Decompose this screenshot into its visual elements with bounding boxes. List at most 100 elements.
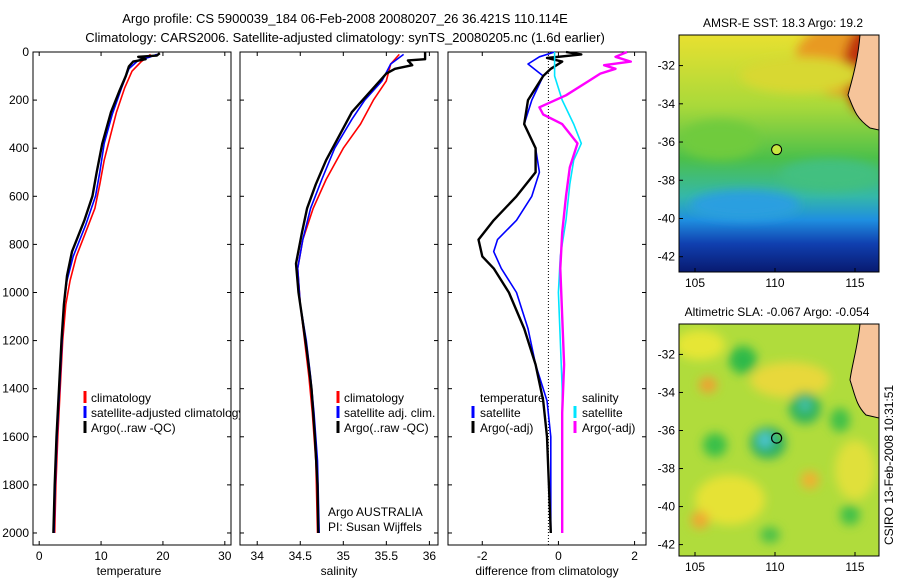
float-pi-text: PI: Susan Wijffels [328,520,422,534]
sla-field [679,324,879,556]
x-tick-label: 2 [631,549,638,563]
x-tick-label: 30 [218,549,232,563]
legend-label-sal-argo: Argo(-adj) [582,421,635,435]
map-y-tick-label: -42 [658,538,676,552]
sst-map-title: AMSR-E SST: 18.3 Argo: 19.2 [703,16,863,30]
legend-label-climatology: climatology [91,391,151,405]
sla-features [679,330,875,543]
sst-cool-patch [690,190,800,220]
depth-tick-label: 1200 [2,334,29,348]
creation-stamp: CSIRO 13-Feb-2008 10:31:51 [882,385,896,545]
depth-tick-label: 2000 [2,526,29,540]
x-tick-label: 34.5 [289,549,313,563]
map-y-tick-label: -36 [658,135,676,149]
legend-label-argo: Argo(..raw -QC) [91,421,176,435]
sla-map-x-ticks: 105 110 115 [685,552,865,574]
salinity-axes [239,51,439,546]
x-tick-label: 35 [337,549,351,563]
x-tick-label: 20 [156,549,170,563]
difference-x-ticks: -2 0 2 [477,52,638,563]
x-tick-label: 0 [555,549,562,563]
map-y-tick-label: -40 [658,211,676,225]
map-x-tick-label: 105 [685,560,705,574]
map-x-tick-label: 115 [845,560,864,574]
sst-argo-marker [771,144,783,156]
salinity-x-label: salinity [321,564,358,578]
map-y-tick-label: -34 [658,97,676,111]
sla-map-frame [678,323,880,557]
sla-map-title: Altimetric SLA: -0.067 Argo: -0.054 [685,305,870,319]
figure-title-line1: Argo profile: CS 5900039_184 06-Feb-2008… [122,11,568,26]
map-x-tick-label: 105 [685,276,705,290]
map-y-tick-label: -38 [658,462,676,476]
sla-green-7 [760,527,780,543]
sla-orange-3 [801,471,819,489]
temperature-x-ticks: 0 10 20 30 [36,52,232,563]
map-x-tick-label: 115 [845,276,864,290]
sla-coastline [849,324,879,419]
sla-yellow-1 [679,330,725,360]
sla-green-5 [830,408,850,432]
legend-label-temp-satellite: satellite [480,406,521,420]
legend-label-argo: Argo(..raw -QC) [344,421,429,435]
sla-map-y-ticks: -32 -34 -36 -38 -40 -42 [658,347,683,552]
map-y-tick-label: -38 [658,173,676,187]
legend-label-temp-argo: Argo(-adj) [480,421,533,435]
series-line-2 [52,52,161,534]
sla-yellow-2 [750,362,830,398]
sst-map: AMSR-E SST: 18.3 Argo: 19.2 [658,16,880,290]
difference-legend: temperature satellite Argo(-adj) salinit… [471,391,635,435]
depth-tick-label: 400 [9,141,29,155]
map-y-tick-label: -32 [658,347,676,361]
temperature-panel: 0 200 400 600 800 1000 1200 1400 1600 1800 2000 0 1… [2,45,244,578]
map-y-tick-label: -32 [658,59,676,73]
sst-warm-band [740,57,860,93]
sla-map: Altimetric SLA: -0.067 Argo: -0.054 [658,305,880,574]
temperature-legend: climatology satellite-adjusted climatolo… [83,391,244,435]
sla-orange-1 [699,377,717,393]
sst-map-frame [678,34,880,273]
salinity-legend: climatology satellite adj. clim. Argo(..… [336,391,435,435]
depth-tick-label: 800 [9,237,29,251]
map-y-tick-label: -36 [658,423,676,437]
sla-green-6 [840,505,860,525]
legend-title-temperature: temperature [480,391,545,405]
salinity-lines [294,52,427,534]
depth-tick-label: 600 [9,189,29,203]
legend-label-climatology: climatology [344,391,404,405]
x-tick-label: 0 [36,549,43,563]
difference-x-label: difference from climatology [475,564,618,578]
map-y-tick-label: -40 [658,500,676,514]
temperature-axes [32,51,232,546]
sla-cyan-1 [758,432,772,448]
difference-axes [447,51,647,546]
temperature-lines [52,52,161,534]
figure-title-line2: Climatology: CARS2006. Satellite-adjuste… [85,30,605,45]
sla-green-1 [729,346,757,374]
depth-tick-labels: 0 200 400 600 800 1000 1200 1400 1600 1800 2000 [2,45,29,540]
x-tick-label: 36 [423,549,437,563]
x-tick-label: -2 [477,549,488,563]
series-line-2 [553,52,583,533]
sla-green-2 [703,433,727,457]
temperature-x-label: temperature [97,564,162,578]
x-tick-label: 35.5 [375,549,399,563]
salinity-panel: 34 34.5 35 35.5 36 salinity climatology sate… [239,51,439,578]
depth-tick-label: 1400 [2,382,29,396]
depth-tick-label: 0 [22,45,29,59]
series-line-1 [477,50,583,534]
series-line-2 [294,52,427,534]
sla-argo-marker [770,432,783,444]
sst-coastline [847,35,879,131]
legend-title-salinity: salinity [582,391,619,405]
map-y-tick-label: -34 [658,385,676,399]
difference-panel: -2 0 2 difference from climatology tempera… [447,50,647,578]
map-y-tick-label: -42 [658,250,676,264]
legend-label-sal-satellite: satellite [582,406,623,420]
sst-field [679,35,879,272]
difference-lines [477,50,632,534]
depth-tick-label: 1000 [2,285,29,299]
sla-yellow-4 [835,440,875,500]
sla-yellow-3 [695,475,765,525]
depth-tick-label: 200 [9,93,29,107]
